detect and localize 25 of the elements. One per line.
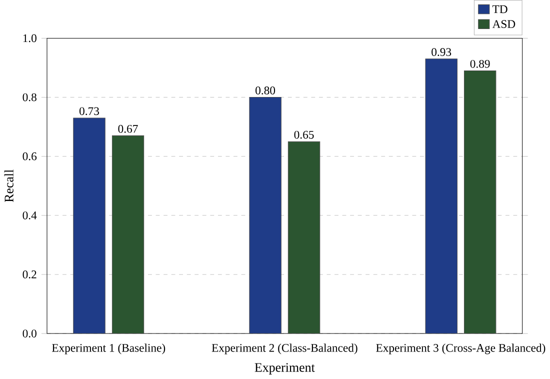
bar [73, 118, 106, 334]
data-label: 0.89 [470, 60, 490, 68]
bar [249, 97, 282, 334]
bar [112, 136, 144, 334]
legend-label: ASD [492, 20, 516, 28]
y-tick-label: 0.0 [22, 330, 36, 338]
legend-label: TD [492, 6, 508, 14]
y-tick-label: 0.8 [22, 93, 36, 102]
bar [288, 141, 320, 334]
data-label: 0.93 [432, 48, 452, 56]
x-tick-label: Experiment 3 (Cross-Age Balanced) [376, 344, 546, 354]
y-tick-label: 0.2 [22, 270, 36, 279]
data-label: 0.67 [118, 125, 138, 133]
y-tick-label: 0.6 [22, 152, 37, 160]
data-label: 0.65 [294, 130, 314, 139]
data-label: 0.80 [256, 86, 276, 95]
y-tick-label: 1.0 [23, 34, 36, 42]
y-tick-label: 0.4 [22, 212, 37, 220]
x-tick-label: Experiment 2 (Class-Balanced) [212, 344, 358, 354]
x-tick-label: Experiment 1 (Baseline) [52, 344, 166, 354]
data-label: 0.73 [80, 107, 100, 116]
x-axis-title: Experiment [254, 363, 315, 375]
y-axis-title: Recall [4, 170, 14, 202]
bar [464, 70, 496, 334]
bar [425, 58, 458, 334]
